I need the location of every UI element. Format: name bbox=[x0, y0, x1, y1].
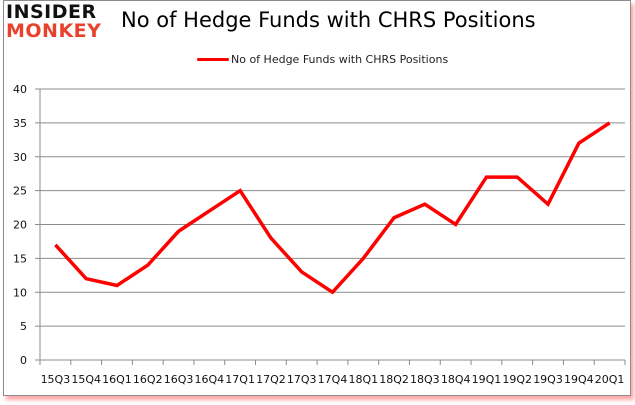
legend-line-swatch-icon bbox=[197, 58, 229, 61]
x-tick-label: 18Q1 bbox=[348, 373, 378, 386]
y-tick-label: 15 bbox=[13, 252, 27, 265]
logo-line-1: INSIDER bbox=[6, 1, 97, 23]
x-tick-label: 16Q4 bbox=[195, 373, 225, 386]
chart-legend: No of Hedge Funds with CHRS Positions bbox=[197, 53, 448, 66]
x-tick-label: 16Q2 bbox=[133, 373, 163, 386]
x-tick-label: 19Q1 bbox=[472, 373, 502, 386]
x-tick-label: 19Q4 bbox=[564, 373, 594, 386]
x-tick-label: 17Q1 bbox=[225, 373, 255, 386]
y-tick-label: 40 bbox=[13, 83, 27, 96]
chart-title: No of Hedge Funds with CHRS Positions bbox=[121, 8, 536, 32]
y-tick-label: 25 bbox=[13, 185, 27, 198]
x-tick-label: 15Q3 bbox=[41, 373, 71, 386]
x-tick-label: 18Q3 bbox=[410, 373, 440, 386]
y-tick-label: 5 bbox=[20, 320, 27, 333]
y-tick-label: 0 bbox=[20, 354, 27, 367]
y-tick-label: 35 bbox=[13, 117, 27, 130]
x-tick-label: 18Q4 bbox=[441, 373, 471, 386]
legend-label: No of Hedge Funds with CHRS Positions bbox=[231, 53, 449, 66]
insider-monkey-logo: INSIDER MONKEY bbox=[6, 3, 101, 41]
data-series-line bbox=[54, 121, 611, 295]
x-tick-label: 19Q2 bbox=[502, 373, 532, 386]
x-tick-label: 16Q3 bbox=[164, 373, 194, 386]
chart-frame bbox=[3, 0, 631, 396]
y-tick-label: 20 bbox=[13, 219, 27, 232]
x-tick-label: 17Q2 bbox=[256, 373, 286, 386]
x-tick-label: 18Q2 bbox=[379, 373, 409, 386]
logo-line-2: MONKEY bbox=[6, 20, 102, 42]
y-tick-label: 10 bbox=[13, 286, 27, 299]
x-tick-label: 15Q4 bbox=[71, 373, 101, 386]
x-tick-label: 17Q3 bbox=[287, 373, 317, 386]
x-tick-label: 20Q1 bbox=[595, 373, 625, 386]
x-tick-label: 16Q1 bbox=[102, 373, 132, 386]
y-tick-label: 30 bbox=[13, 151, 27, 164]
x-tick-label: 19Q3 bbox=[533, 373, 563, 386]
x-tick-label: 17Q4 bbox=[318, 373, 348, 386]
